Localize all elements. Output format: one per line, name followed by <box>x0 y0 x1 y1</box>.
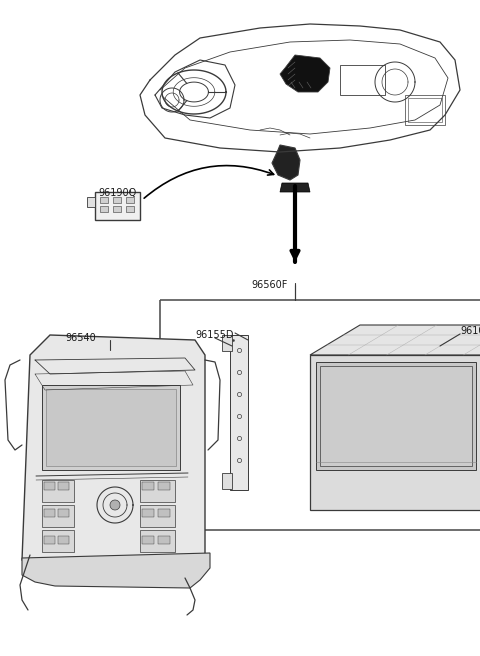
Bar <box>340 65 385 95</box>
Bar <box>42 385 180 470</box>
Bar <box>126 197 134 203</box>
Bar <box>113 206 121 212</box>
Bar <box>140 530 175 552</box>
Bar <box>44 509 55 517</box>
Bar <box>58 509 69 517</box>
Bar <box>126 206 134 212</box>
Bar <box>158 536 170 544</box>
Bar <box>87 197 95 207</box>
Text: 96560F: 96560F <box>252 280 288 290</box>
Bar <box>142 509 154 517</box>
Bar <box>42 505 74 527</box>
Polygon shape <box>110 500 120 510</box>
Bar <box>142 536 154 544</box>
Bar <box>222 335 232 351</box>
Bar <box>100 206 108 212</box>
Bar <box>310 355 480 510</box>
Bar <box>160 300 480 530</box>
Text: 96100S: 96100S <box>460 326 480 336</box>
Bar <box>158 482 170 490</box>
Bar <box>405 95 445 125</box>
Bar <box>42 480 74 502</box>
Polygon shape <box>280 55 330 92</box>
Bar <box>230 335 248 490</box>
Bar <box>158 509 170 517</box>
Bar <box>113 197 121 203</box>
Bar <box>142 482 154 490</box>
Bar <box>316 362 476 470</box>
Bar <box>58 482 69 490</box>
Text: 96155D: 96155D <box>195 330 233 340</box>
Bar <box>140 480 175 502</box>
Bar <box>320 366 472 466</box>
Polygon shape <box>22 335 205 580</box>
Bar <box>44 536 55 544</box>
Polygon shape <box>22 553 210 588</box>
Bar <box>95 192 140 220</box>
Bar <box>46 389 176 466</box>
Text: 96540: 96540 <box>65 333 96 343</box>
Polygon shape <box>310 325 480 355</box>
Text: 96190Q: 96190Q <box>98 188 136 198</box>
Bar <box>408 98 442 122</box>
Bar <box>222 473 232 489</box>
Bar <box>100 197 108 203</box>
Polygon shape <box>272 145 300 180</box>
Polygon shape <box>280 183 310 192</box>
Bar <box>42 530 74 552</box>
Bar <box>58 536 69 544</box>
Bar <box>140 505 175 527</box>
Bar <box>44 482 55 490</box>
